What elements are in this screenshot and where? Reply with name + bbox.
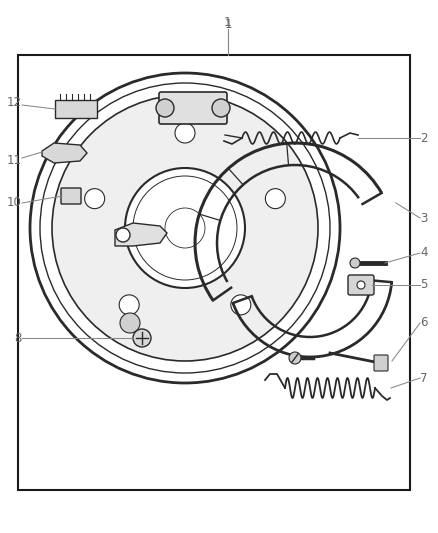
Text: 6: 6 xyxy=(420,317,427,329)
Text: 11: 11 xyxy=(7,155,22,167)
Circle shape xyxy=(156,99,174,117)
Circle shape xyxy=(133,329,151,347)
Text: 10: 10 xyxy=(7,197,22,209)
Circle shape xyxy=(357,281,365,289)
Polygon shape xyxy=(115,223,167,246)
FancyBboxPatch shape xyxy=(61,188,81,204)
Text: 12: 12 xyxy=(7,96,22,109)
Circle shape xyxy=(350,258,360,268)
Circle shape xyxy=(125,168,245,288)
Text: 3: 3 xyxy=(420,212,427,224)
Circle shape xyxy=(289,352,301,364)
Text: 5: 5 xyxy=(420,279,427,292)
Text: 8: 8 xyxy=(14,332,22,344)
Text: 7: 7 xyxy=(420,372,427,384)
FancyBboxPatch shape xyxy=(348,275,374,295)
Polygon shape xyxy=(42,143,87,163)
Text: 1: 1 xyxy=(224,19,232,31)
Text: 2: 2 xyxy=(420,132,427,144)
FancyBboxPatch shape xyxy=(55,100,97,118)
Text: 1: 1 xyxy=(224,17,232,29)
Circle shape xyxy=(212,99,230,117)
Circle shape xyxy=(119,295,139,315)
Circle shape xyxy=(231,295,251,315)
FancyBboxPatch shape xyxy=(159,92,227,124)
Text: 4: 4 xyxy=(420,246,427,260)
Bar xyxy=(18,55,410,490)
Circle shape xyxy=(52,95,318,361)
Circle shape xyxy=(120,313,140,333)
Circle shape xyxy=(175,123,195,143)
Circle shape xyxy=(265,189,285,208)
Circle shape xyxy=(116,228,130,242)
FancyBboxPatch shape xyxy=(374,355,388,371)
Circle shape xyxy=(85,189,105,208)
